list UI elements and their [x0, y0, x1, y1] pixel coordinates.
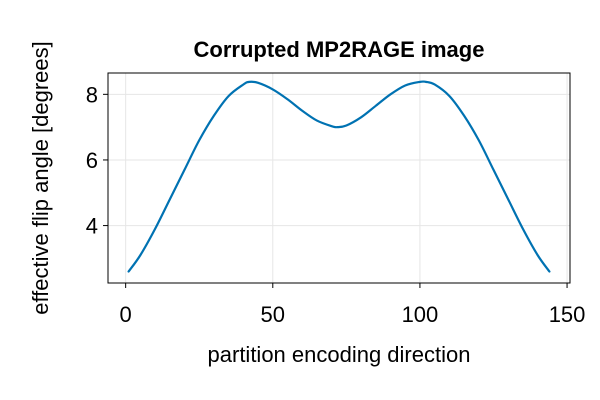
- x-tick-label: 0: [120, 302, 132, 327]
- y-axis-label: effective flip angle [degrees]: [28, 41, 53, 315]
- series-layer: [127, 80, 551, 273]
- chart-title: Corrupted MP2RAGE image: [194, 37, 485, 62]
- plot-frame: [107, 72, 571, 284]
- y-tick-label: 8: [86, 82, 98, 107]
- series-line: [127, 80, 551, 273]
- y-tick-label: 6: [86, 148, 98, 173]
- x-tick-label: 100: [402, 302, 439, 327]
- axis-ticks: 0 50 100 150 4 6 8: [86, 82, 586, 327]
- y-tick-label: 4: [86, 214, 98, 239]
- grid-lines: [108, 73, 570, 283]
- x-tick-label: 50: [261, 302, 285, 327]
- x-tick-label: 150: [549, 302, 586, 327]
- x-axis-label: partition encoding direction: [208, 342, 471, 367]
